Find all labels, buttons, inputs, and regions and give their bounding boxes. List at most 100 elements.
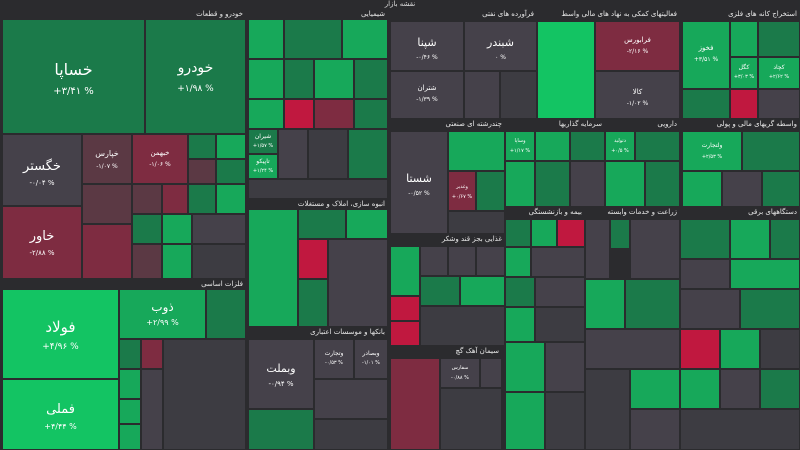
tile-small[interactable]	[537, 21, 595, 119]
tile-small[interactable]	[730, 219, 770, 259]
tile-small[interactable]	[248, 179, 388, 199]
tile-small[interactable]	[585, 329, 680, 369]
tile-small[interactable]	[545, 392, 585, 450]
tile-small[interactable]	[760, 329, 800, 369]
tile-small[interactable]	[535, 307, 585, 342]
tile-small[interactable]	[188, 159, 216, 184]
tile-small[interactable]	[742, 131, 800, 171]
tile-small[interactable]	[119, 339, 141, 369]
tile-small[interactable]	[585, 369, 630, 450]
tile-shepna[interactable]: شپنا -۰/۴۶ %	[390, 21, 464, 71]
tile-small[interactable]	[500, 71, 537, 119]
tile-small[interactable]	[460, 276, 505, 306]
tile-small[interactable]	[448, 131, 505, 171]
tile-small[interactable]	[505, 392, 545, 450]
tile-small[interactable]	[570, 131, 605, 161]
tile-vghadir[interactable]: وغدیر +۰/۶۷ %	[448, 171, 476, 211]
tile-voltejarat[interactable]: ولتجارت +۲/۵۳ %	[682, 131, 742, 171]
tile-zob[interactable]: ذوب +۲/۹۹ %	[119, 289, 206, 339]
tile-small[interactable]	[505, 247, 531, 277]
tile-dtolid[interactable]: دتولید +۰/۵ %	[605, 131, 635, 161]
tile-shbandar[interactable]: شبندر ۰ %	[464, 21, 537, 71]
tile-small[interactable]	[740, 289, 800, 329]
tile-foolad[interactable]: فولاد +۴/۹۶ %	[2, 289, 119, 379]
tile-small[interactable]	[348, 129, 388, 179]
tile-small[interactable]	[354, 99, 388, 129]
tile-sfars[interactable]: سفارس -۰/۸۸ %	[440, 358, 480, 388]
tile-vbmellat[interactable]: وبملت -۰/۹۴ %	[248, 339, 314, 409]
tile-small[interactable]	[308, 129, 348, 179]
tile-small[interactable]	[682, 171, 722, 207]
tile-small[interactable]	[531, 219, 557, 247]
tile-small[interactable]	[535, 161, 570, 207]
tile-small[interactable]	[680, 369, 720, 409]
tile-small[interactable]	[625, 279, 680, 329]
tile-small[interactable]	[248, 99, 284, 129]
tile-khsapa[interactable]: خساپا +۳/۴۱ %	[2, 19, 145, 134]
tile-small[interactable]	[440, 388, 502, 450]
tile-small[interactable]	[82, 184, 132, 224]
tile-small[interactable]	[448, 246, 476, 276]
tile-small[interactable]	[284, 19, 342, 59]
tile-small[interactable]	[192, 244, 246, 279]
tile-small[interactable]	[531, 247, 585, 277]
tile-small[interactable]	[298, 279, 328, 327]
tile-small[interactable]	[314, 59, 354, 99]
tile-kgol[interactable]: کگل +۳/۰۳ %	[730, 57, 758, 89]
tile-small[interactable]	[278, 129, 308, 179]
tile-khbahman[interactable]: خبهمن -۱/۰۶ %	[132, 134, 188, 184]
tile-small[interactable]	[758, 21, 800, 57]
tile-small[interactable]	[682, 89, 730, 119]
tile-small[interactable]	[630, 369, 680, 409]
tile-small[interactable]	[730, 89, 758, 119]
tile-small[interactable]	[390, 296, 420, 321]
tile-small[interactable]	[630, 409, 680, 450]
tile-small[interactable]	[505, 342, 545, 392]
tile-khgostar[interactable]: خگستر -۰/۰۴ %	[2, 134, 82, 206]
tile-small[interactable]	[505, 307, 535, 342]
tile-small[interactable]	[354, 59, 388, 99]
tile-small[interactable]	[284, 59, 314, 99]
tile-small[interactable]	[535, 277, 585, 307]
tile-small[interactable]	[505, 161, 535, 207]
tile-small[interactable]	[645, 161, 680, 207]
tile-khavar[interactable]: خاور -۲/۸۸ %	[2, 206, 82, 279]
tile-small[interactable]	[722, 171, 762, 207]
tile-small[interactable]	[720, 329, 760, 369]
tile-small[interactable]	[216, 184, 246, 214]
tile-small[interactable]	[610, 219, 630, 249]
tile-small[interactable]	[545, 342, 585, 392]
tile-small[interactable]	[585, 219, 610, 279]
tile-small[interactable]	[298, 209, 346, 239]
tile-small[interactable]	[248, 209, 298, 327]
tile-kchad[interactable]: کچاد +۲/۶۲ %	[758, 57, 800, 89]
tile-small[interactable]	[119, 369, 141, 399]
tile-small[interactable]	[298, 239, 328, 279]
tile-small[interactable]	[680, 329, 720, 369]
tile-small[interactable]	[464, 71, 500, 119]
tile-small[interactable]	[390, 321, 420, 346]
tile-small[interactable]	[314, 99, 354, 129]
tile-small[interactable]	[420, 306, 505, 346]
tile-small[interactable]	[141, 339, 163, 369]
tile-small[interactable]	[132, 244, 162, 279]
tile-small[interactable]	[132, 184, 162, 214]
tile-vsapa[interactable]: وساپا +۱/۱۷ %	[505, 131, 535, 161]
tile-small[interactable]	[162, 184, 188, 214]
tile-small[interactable]	[448, 211, 505, 234]
tile-small[interactable]	[314, 419, 388, 450]
tile-small[interactable]	[119, 424, 141, 450]
tile-small[interactable]	[605, 161, 645, 207]
tile-small[interactable]	[585, 279, 625, 329]
tile-khodro[interactable]: خودرو +۱/۹۸ %	[145, 19, 246, 134]
tile-small[interactable]	[420, 276, 460, 306]
tile-small[interactable]	[720, 369, 760, 409]
tile-small[interactable]	[758, 89, 800, 119]
tile-farabourse[interactable]: فرابورس -۲/۱۶ %	[595, 21, 680, 71]
tile-small[interactable]	[248, 19, 284, 59]
tile-fameli[interactable]: فملی +۴/۴۴ %	[2, 379, 119, 450]
tile-tapiko[interactable]: تاپیکو +۱/۲۴ %	[248, 154, 278, 179]
tile-small[interactable]	[762, 171, 800, 207]
tile-small[interactable]	[635, 131, 680, 161]
tile-small[interactable]	[760, 369, 800, 409]
